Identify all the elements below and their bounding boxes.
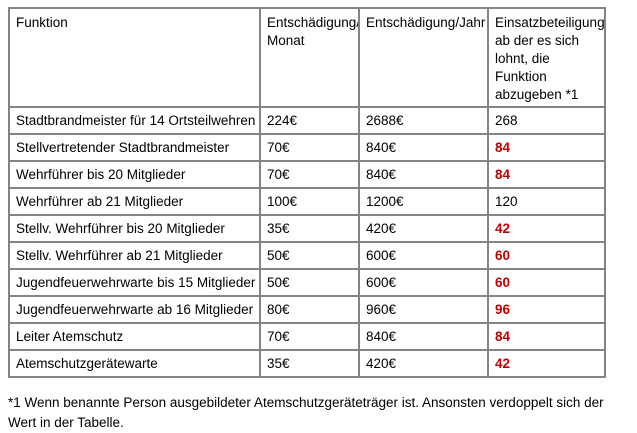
- table-row: Atemschutzgerätewarte 35€ 420€ 42: [8, 349, 606, 378]
- cell-funktion: Stadtbrandmeister für 14 Ortsteilwehren: [8, 106, 261, 135]
- cell-entschaedigung-jahr: 420€: [358, 214, 489, 243]
- table-row: Jugendfeuerwehrwarte bis 15 Mitglieder 5…: [8, 268, 606, 297]
- cell-funktion: Wehrführer ab 21 Mitglieder: [8, 187, 261, 216]
- cell-entschaedigung-monat: 70€: [259, 322, 360, 351]
- cell-entschaedigung-jahr: 2688€: [358, 106, 489, 135]
- cell-entschaedigung-monat: 35€: [259, 349, 360, 378]
- table-header-row: Funktion Entschädigung/ Monat Entschädig…: [8, 7, 606, 108]
- table-row: Stadtbrandmeister für 14 Ortsteilwehren …: [8, 106, 606, 135]
- table-row: Stellv. Wehrführer bis 20 Mitglieder 35€…: [8, 214, 606, 243]
- header-line: Monat: [267, 33, 305, 48]
- cell-einsatzbeteiligung: 60: [487, 268, 606, 297]
- header-line: ab der es sich: [495, 33, 580, 48]
- header-line: lohnt, die Funktion: [495, 51, 550, 84]
- cell-entschaedigung-monat: 100€: [259, 187, 360, 216]
- cell-entschaedigung-jahr: 840€: [358, 160, 489, 189]
- cell-einsatzbeteiligung: 96: [487, 295, 606, 324]
- table-row: Stellv. Wehrführer ab 21 Mitglieder 50€ …: [8, 241, 606, 270]
- cell-einsatzbeteiligung: 42: [487, 214, 606, 243]
- cell-funktion: Stellvertretender Stadtbrandmeister: [8, 133, 261, 162]
- column-header-entschaedigung-jahr: Entschädigung/Jahr: [358, 7, 489, 108]
- header-line: Entschädigung/: [267, 15, 359, 30]
- cell-entschaedigung-jahr: 600€: [358, 241, 489, 270]
- cell-entschaedigung-monat: 70€: [259, 160, 360, 189]
- compensation-table: Funktion Entschädigung/ Monat Entschädig…: [8, 7, 606, 378]
- cell-einsatzbeteiligung: 84: [487, 160, 606, 189]
- cell-entschaedigung-jahr: 420€: [358, 349, 489, 378]
- cell-entschaedigung-jahr: 840€: [358, 322, 489, 351]
- header-line: Einsatzbeteiligung,: [495, 15, 605, 30]
- header-line: Entschädigung/Jahr: [366, 15, 486, 30]
- header-line: abzugeben *1: [495, 87, 579, 102]
- cell-entschaedigung-monat: 224€: [259, 106, 360, 135]
- table-row: Wehrführer bis 20 Mitglieder 70€ 840€ 84: [8, 160, 606, 189]
- page: Funktion Entschädigung/ Monat Entschädig…: [8, 7, 606, 430]
- cell-funktion: Wehrführer bis 20 Mitglieder: [8, 160, 261, 189]
- cell-funktion: Stellv. Wehrführer ab 21 Mitglieder: [8, 241, 261, 270]
- cell-entschaedigung-jahr: 840€: [358, 133, 489, 162]
- table-row: Jugendfeuerwehrwarte ab 16 Mitglieder 80…: [8, 295, 606, 324]
- column-header-einsatzbeteiligung: Einsatzbeteiligung, ab der es sich lohnt…: [487, 7, 606, 108]
- column-header-entschaedigung-monat: Entschädigung/ Monat: [259, 7, 360, 108]
- cell-funktion: Leiter Atemschutz: [8, 322, 261, 351]
- column-header-funktion: Funktion: [8, 7, 261, 108]
- table-row: Stellvertretender Stadtbrandmeister 70€ …: [8, 133, 606, 162]
- cell-einsatzbeteiligung: 60: [487, 241, 606, 270]
- cell-entschaedigung-monat: 80€: [259, 295, 360, 324]
- cell-entschaedigung-monat: 35€: [259, 214, 360, 243]
- cell-entschaedigung-jahr: 1200€: [358, 187, 489, 216]
- table-row: Wehrführer ab 21 Mitglieder 100€ 1200€ 1…: [8, 187, 606, 216]
- cell-funktion: Jugendfeuerwehrwarte bis 15 Mitglieder: [8, 268, 261, 297]
- table-row: Leiter Atemschutz 70€ 840€ 84: [8, 322, 606, 351]
- cell-funktion: Stellv. Wehrführer bis 20 Mitglieder: [8, 214, 261, 243]
- cell-einsatzbeteiligung: 84: [487, 133, 606, 162]
- cell-einsatzbeteiligung: 84: [487, 322, 606, 351]
- cell-entschaedigung-monat: 50€: [259, 268, 360, 297]
- cell-funktion: Jugendfeuerwehrwarte ab 16 Mitglieder: [8, 295, 261, 324]
- cell-einsatzbeteiligung: 268: [487, 106, 606, 135]
- cell-funktion: Atemschutzgerätewarte: [8, 349, 261, 378]
- cell-einsatzbeteiligung: 42: [487, 349, 606, 378]
- header-line: Funktion: [16, 15, 68, 30]
- cell-entschaedigung-jahr: 600€: [358, 268, 489, 297]
- cell-entschaedigung-monat: 50€: [259, 241, 360, 270]
- cell-entschaedigung-jahr: 960€: [358, 295, 489, 324]
- cell-entschaedigung-monat: 70€: [259, 133, 360, 162]
- cell-einsatzbeteiligung: 120: [487, 187, 606, 216]
- footnote: *1 Wenn benannte Person ausgebildeter At…: [8, 395, 604, 430]
